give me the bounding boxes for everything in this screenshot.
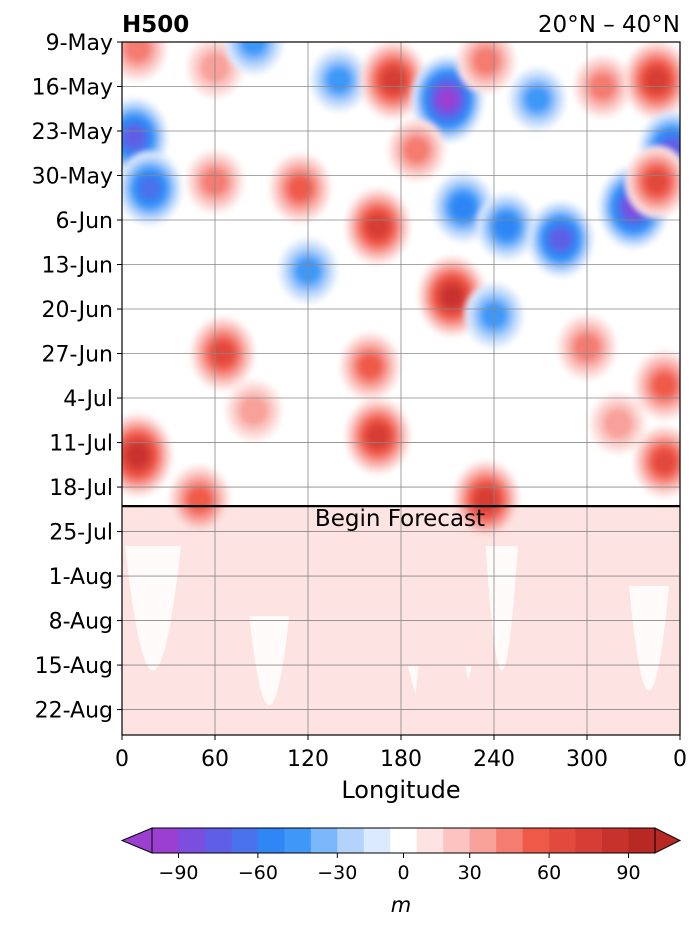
colorbar-segment — [390, 828, 418, 853]
y-axis-ticks: 9-May 16-May 23-May 30-May 6-Jun 13-Jun 20-Jun… — [32, 31, 122, 724]
colorbar-tick-label: 90 — [616, 862, 640, 884]
colorbar-tick-label: 60 — [537, 862, 561, 884]
anomaly-contour — [476, 489, 497, 511]
anomaly-contour — [495, 214, 518, 238]
x-tick-label: 180 — [380, 747, 422, 772]
colorbar-segment — [469, 828, 497, 853]
colorbar-segment — [522, 828, 550, 853]
y-tick-label: 15-Aug — [35, 654, 113, 679]
colorbar-tick-label: 0 — [397, 862, 409, 884]
colorbar-segment — [310, 828, 338, 853]
anomaly-contour — [239, 395, 269, 426]
y-tick-label: 25-Jul — [49, 521, 113, 546]
anomaly-contour — [326, 67, 352, 93]
anomaly-contour — [646, 69, 667, 91]
anomaly-contour — [139, 177, 161, 200]
forecast-low-anomaly-gap — [629, 586, 669, 691]
x-tick-label: 0 — [115, 747, 129, 772]
anomaly-contour — [127, 445, 148, 466]
y-tick-label: 20-Jun — [41, 298, 113, 323]
colorbar-segment — [257, 828, 285, 853]
colorbar-label: m — [391, 893, 411, 917]
x-axis-ticks: 0 60 120 180 240 300 0 — [115, 735, 687, 772]
y-tick-label: 22-Aug — [35, 699, 113, 724]
y-tick-label: 11-Jul — [49, 432, 113, 457]
anomaly-contour — [550, 228, 571, 250]
y-tick-label: 9-May — [46, 31, 113, 56]
colorbar-segment — [337, 828, 365, 853]
colorbar-segment — [416, 828, 444, 853]
colorbar-segment — [628, 828, 656, 853]
anomaly-contour — [358, 354, 382, 378]
anomaly-contour — [654, 450, 675, 473]
anomaly-contour — [473, 47, 499, 75]
colorbar-segment — [496, 828, 524, 853]
anomaly-contour — [124, 126, 145, 148]
forecast-marker: Begin Forecast — [122, 505, 680, 532]
forecast-low-anomaly-gap — [125, 546, 181, 671]
y-tick-label: 16-May — [32, 76, 113, 101]
x-tick-label: 60 — [201, 747, 229, 772]
x-axis-label: Longitude — [341, 776, 460, 804]
title-right: 20°N – 40°N — [538, 12, 680, 38]
anomaly-contour — [525, 86, 550, 112]
x-tick-label: 300 — [566, 747, 608, 772]
colorbar-segment — [549, 828, 577, 853]
anomaly-contour — [124, 42, 151, 62]
anomaly-contour — [451, 195, 475, 220]
y-tick-label: 13-Jun — [41, 254, 113, 279]
colorbar-segment — [602, 828, 630, 853]
anomaly-contour — [438, 89, 457, 109]
y-tick-label: 27-Jun — [41, 343, 113, 368]
forecast-low-anomaly-gap — [249, 616, 290, 706]
anomaly-contour — [241, 42, 267, 56]
anomaly-contour — [367, 425, 388, 447]
colorbar-tick-label: 30 — [458, 862, 482, 884]
begin-forecast-label: Begin Forecast — [315, 506, 485, 532]
y-tick-label: 30-May — [32, 165, 113, 190]
anomaly-contour — [653, 373, 676, 398]
y-tick-label: 1-Aug — [49, 565, 113, 590]
y-tick-label: 18-Jul — [49, 476, 113, 501]
colorbar: −90 −60 −30 0 30 60 90 — [120, 827, 682, 884]
colorbar-segment — [575, 828, 603, 853]
anomaly-contour — [188, 487, 211, 512]
colorbar-segment — [178, 828, 206, 853]
y-tick-label: 6-Jun — [55, 209, 113, 234]
anomaly-contour — [367, 216, 388, 237]
anomaly-contour — [288, 176, 312, 201]
colorbar-segment — [152, 828, 180, 853]
colorbar-tick-label: −90 — [158, 862, 198, 884]
x-tick-label: 240 — [473, 747, 515, 772]
anomaly-contour — [603, 408, 633, 439]
y-tick-label: 8-Aug — [49, 610, 113, 635]
anomaly-contour — [442, 286, 462, 307]
colorbar-segment — [284, 828, 312, 853]
x-tick-label: 120 — [287, 747, 329, 772]
title-left: H500 — [122, 12, 189, 38]
colorbar-tick-label: −30 — [317, 862, 357, 884]
colorbar-segment — [363, 828, 391, 853]
colorbar-tick-label: −60 — [238, 862, 278, 884]
x-tick-label: 0 — [673, 747, 687, 772]
colorbar-segment — [231, 828, 259, 853]
colorbar-segment — [204, 828, 233, 853]
anomaly-contour — [646, 170, 668, 193]
y-tick-label: 4-Jul — [63, 387, 113, 412]
forecast-warm-tongue — [411, 636, 479, 735]
anomaly-contour — [404, 137, 429, 163]
colorbar-extend-high — [654, 827, 682, 854]
colorbar-segment — [443, 828, 471, 853]
colorbar-extend-low — [120, 827, 153, 854]
y-tick-label: 23-May — [32, 120, 113, 145]
anomaly-contour — [383, 69, 404, 91]
